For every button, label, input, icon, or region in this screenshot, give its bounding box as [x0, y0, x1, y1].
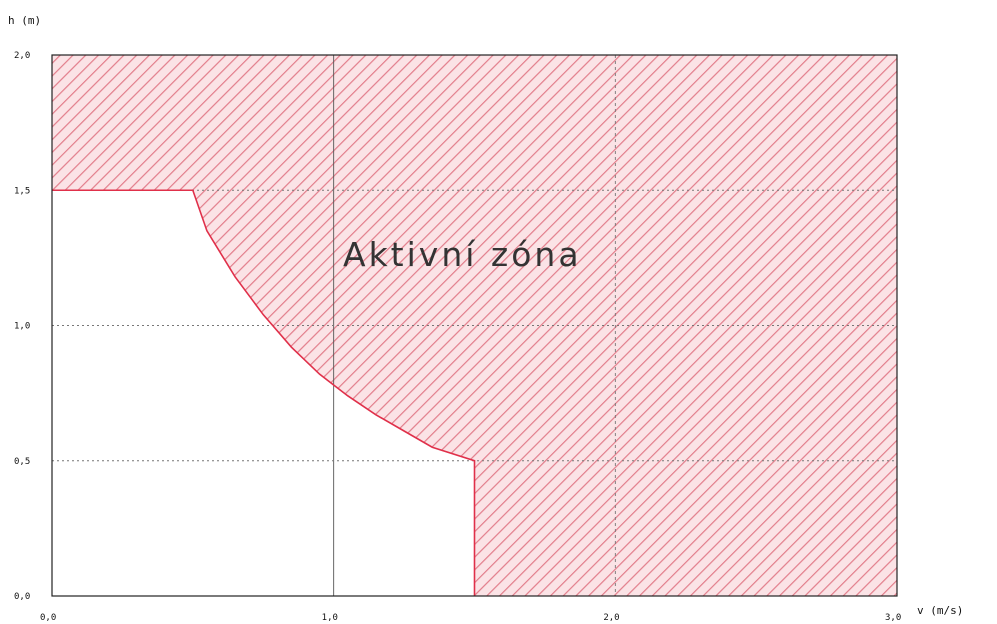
x-tick-labels: 0,0 1,0 2,0 3,0 [40, 613, 901, 623]
plot-frame [51, 54, 898, 597]
x-tick-label: 2,0 [603, 613, 619, 623]
y-tick-label: 1,0 [14, 322, 30, 332]
x-tick-label: 0,0 [40, 613, 56, 623]
plot-area [51, 54, 898, 597]
y-axis-label: h (m) [8, 14, 41, 27]
x-tick-label: 3,0 [885, 613, 901, 623]
y-tick-label: 0,5 [14, 457, 30, 467]
y-tick-label: 0,0 [14, 592, 30, 602]
y-tick-label: 2,0 [14, 51, 30, 61]
x-tick-label: 1,0 [322, 613, 338, 623]
y-tick-labels: 0,0 0,5 1,0 1,5 2,0 [14, 51, 30, 602]
x-axis-label: v (m/s) [917, 604, 963, 617]
active-zone-boundary [52, 189, 476, 596]
zone-label: Aktivní zóna [343, 235, 582, 274]
y-tick-label: 1,5 [14, 186, 30, 196]
